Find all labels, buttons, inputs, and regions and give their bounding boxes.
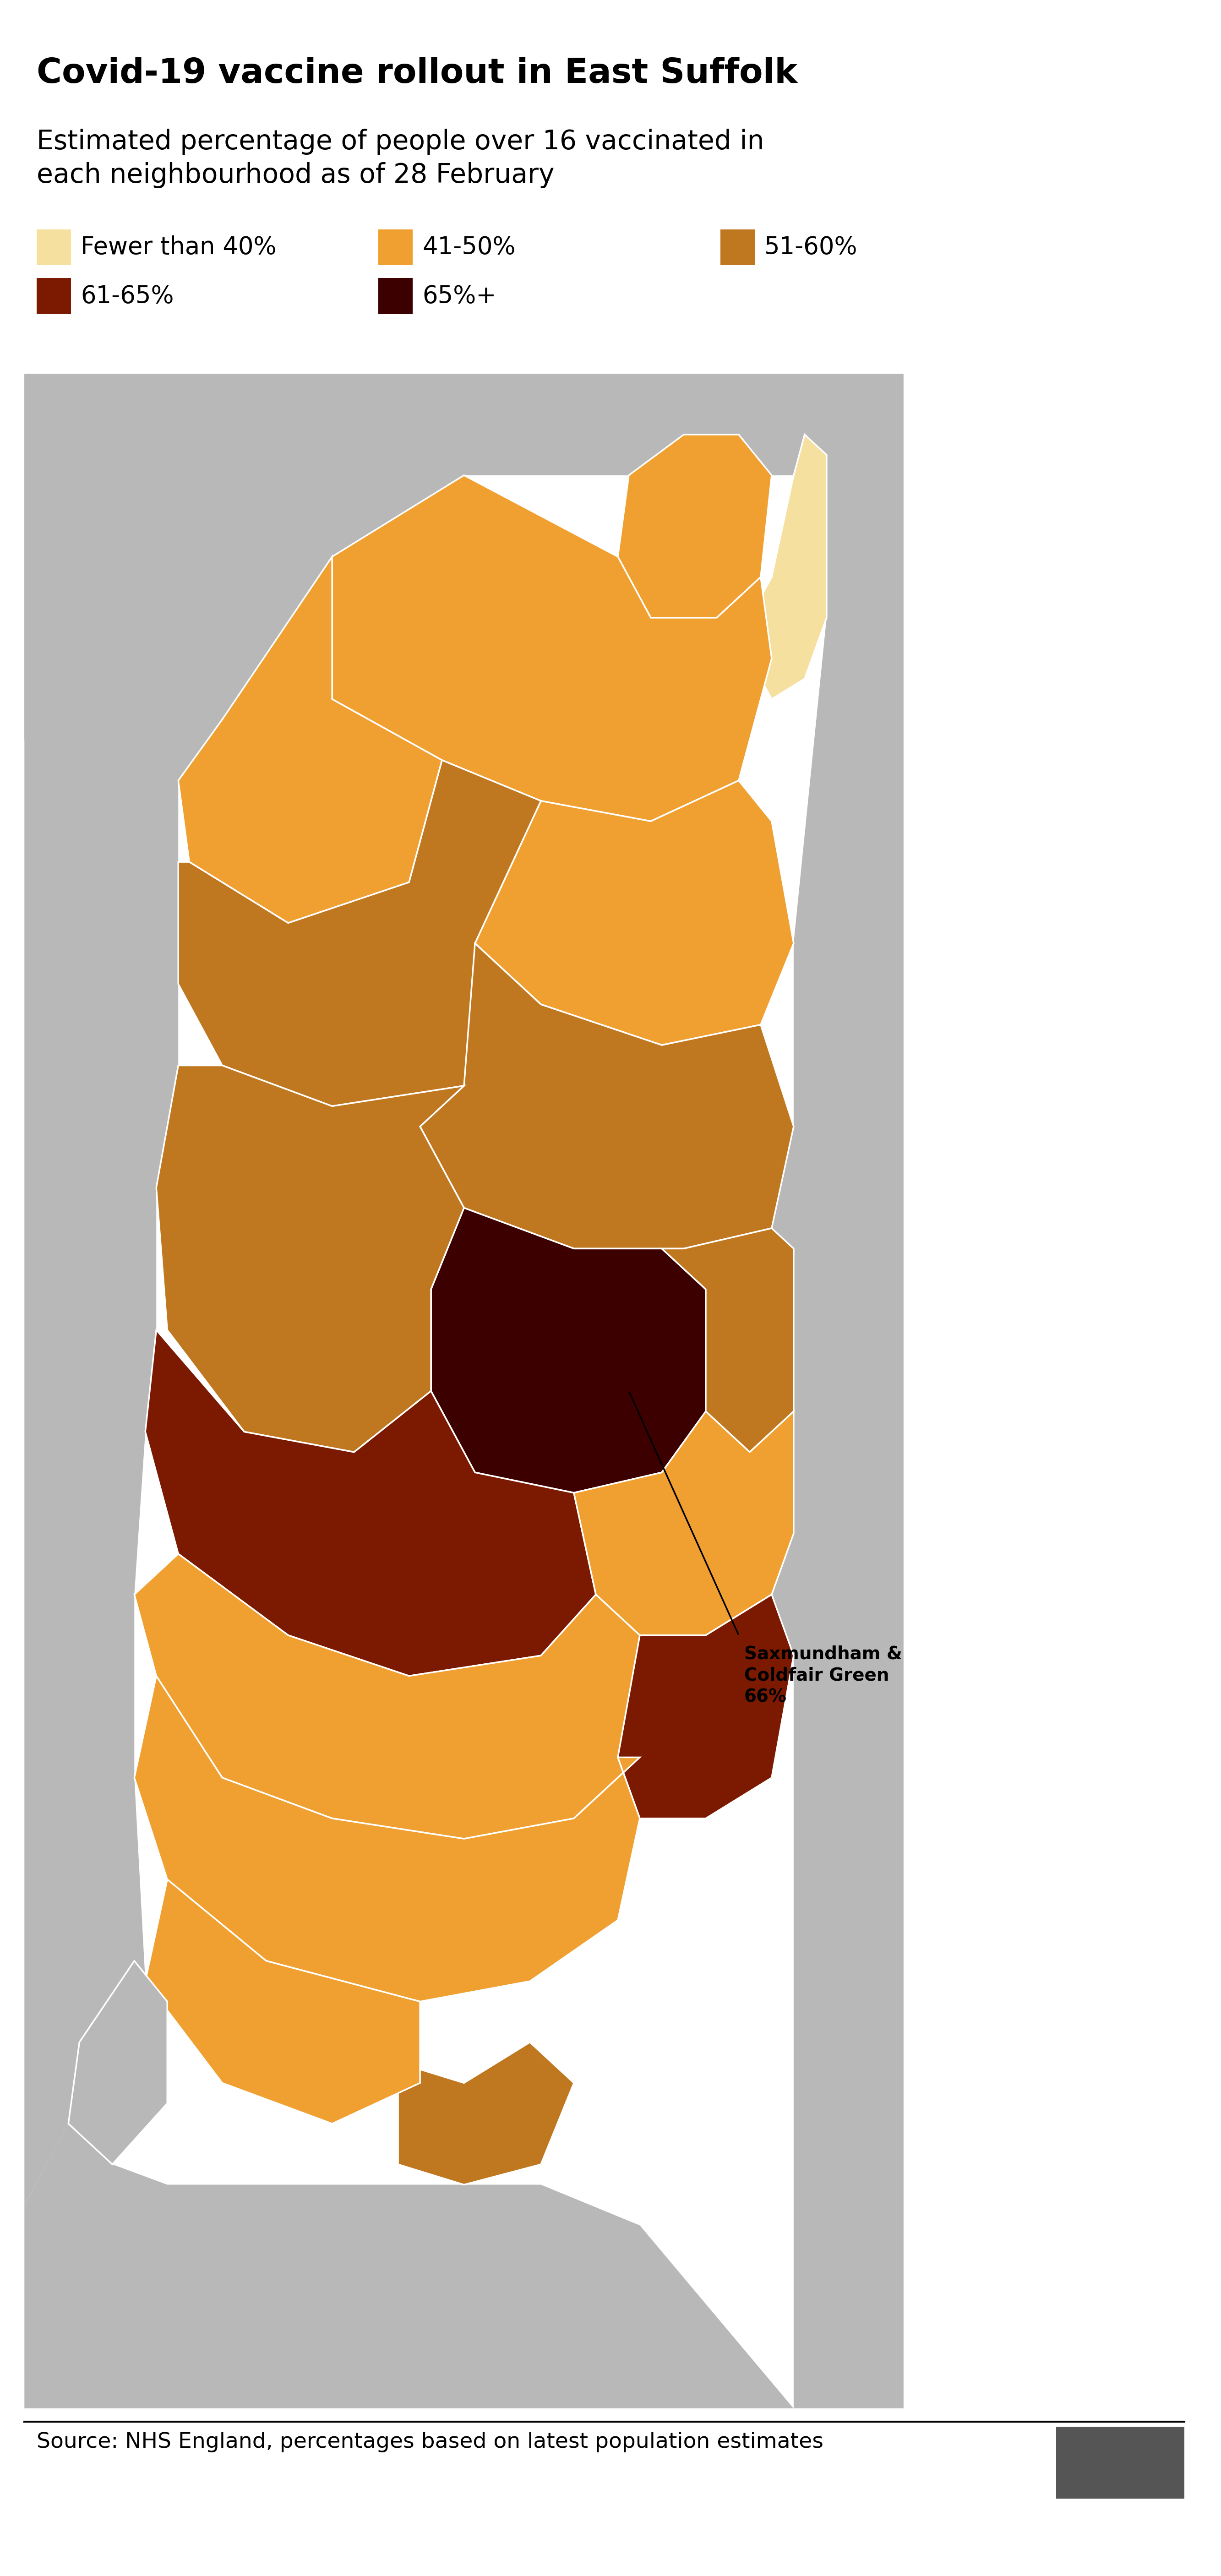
Text: BBC: BBC (1093, 2450, 1148, 2476)
Polygon shape (662, 1229, 794, 1453)
Text: 61-65%: 61-65% (81, 283, 173, 309)
Polygon shape (739, 435, 827, 698)
Polygon shape (475, 781, 794, 1046)
Polygon shape (145, 1880, 420, 2123)
Polygon shape (68, 1960, 167, 2164)
Text: Fewer than 40%: Fewer than 40% (81, 234, 276, 260)
Polygon shape (24, 374, 354, 2409)
Polygon shape (134, 1677, 640, 2002)
Polygon shape (574, 1412, 794, 1636)
Text: 41-50%: 41-50% (422, 234, 515, 260)
Polygon shape (420, 943, 794, 1249)
Text: 65%+: 65%+ (422, 283, 497, 309)
Polygon shape (178, 760, 541, 1105)
Polygon shape (156, 1066, 464, 1453)
Polygon shape (618, 1595, 794, 1819)
Polygon shape (398, 2043, 574, 2184)
Polygon shape (24, 374, 904, 781)
Text: Saxmundham &
Coldfair Green
66%: Saxmundham & Coldfair Green 66% (744, 1646, 902, 1705)
Polygon shape (24, 2123, 904, 2409)
Polygon shape (332, 474, 772, 822)
Polygon shape (134, 1553, 640, 1839)
Polygon shape (431, 1208, 706, 1492)
Text: Estimated percentage of people over 16 vaccinated in
each neighbourhood as of 28: Estimated percentage of people over 16 v… (37, 129, 764, 188)
Polygon shape (618, 435, 772, 618)
Polygon shape (178, 556, 442, 922)
Text: Source: NHS England, percentages based on latest population estimates: Source: NHS England, percentages based o… (37, 2432, 823, 2452)
Text: 51-60%: 51-60% (764, 234, 857, 260)
Polygon shape (145, 1329, 596, 1677)
Text: Covid-19 vaccine rollout in East Suffolk: Covid-19 vaccine rollout in East Suffolk (37, 57, 797, 90)
Polygon shape (772, 374, 904, 2409)
